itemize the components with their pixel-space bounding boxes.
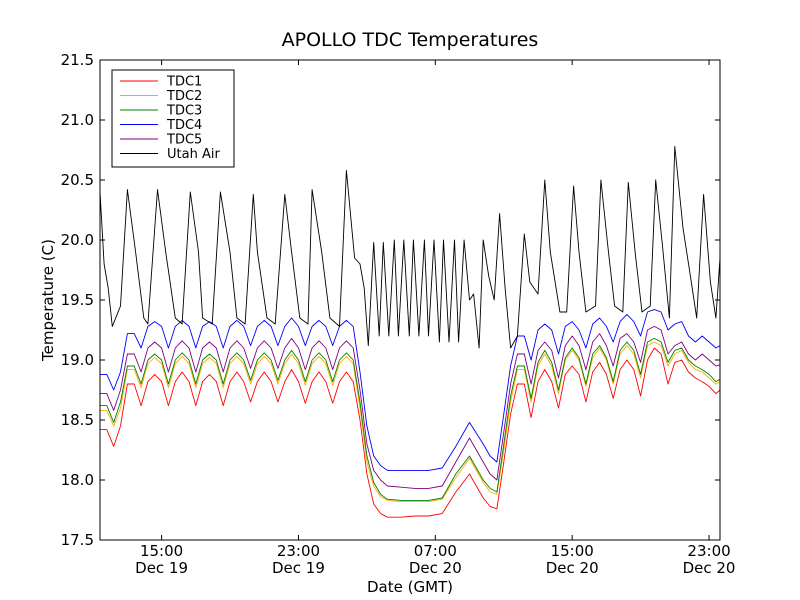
- x-tick-date-label: Dec 20: [546, 559, 599, 577]
- x-tick-time-label: 23:00: [687, 542, 730, 560]
- x-tick-time-label: 15:00: [551, 542, 594, 560]
- y-tick-label: 19.0: [61, 351, 94, 369]
- y-axis: 17.5 18.0 18.5 19.0 19.5 20.0 20.5 21.0 21.5: [61, 51, 720, 549]
- y-tick-label: 17.5: [61, 531, 94, 549]
- legend-label-tdc4: TDC4: [166, 118, 202, 133]
- x-tick-time-label: 07:00: [414, 542, 457, 560]
- series-line-utah-air: [99, 145, 721, 349]
- legend-label-tdc2: TDC2: [166, 89, 202, 104]
- y-tick-label: 21.0: [61, 111, 94, 129]
- series-line-tdc1: [100, 347, 721, 518]
- legend-box: [111, 69, 235, 168]
- chart-title: APOLLO TDC Temperatures: [282, 29, 539, 51]
- y-tick-label: 20.0: [61, 231, 94, 249]
- series-line-tdc3: [100, 337, 721, 501]
- x-tick-time-label: 23:00: [277, 542, 320, 560]
- x-tick-date-label: Dec 19: [272, 559, 325, 577]
- legend-label-tdc5: TDC5: [166, 133, 202, 148]
- series-line-tdc4: [100, 309, 721, 471]
- y-tick-label: 18.0: [61, 471, 94, 489]
- x-tick-time-label: 15:00: [140, 542, 183, 560]
- series-line-tdc5: [100, 325, 721, 489]
- x-tick-date-label: Dec 20: [409, 559, 462, 577]
- y-tick-label: 20.5: [61, 171, 94, 189]
- series-layer: [99, 145, 721, 518]
- y-axis-label: Temperature (C): [39, 239, 57, 362]
- y-tick-label: 21.5: [61, 51, 94, 69]
- x-tick-date-label: Dec 20: [683, 559, 736, 577]
- x-tick-date-label: Dec 19: [135, 559, 188, 577]
- series-line-tdc2: [100, 341, 721, 503]
- y-tick-label: 19.5: [61, 291, 94, 309]
- legend-label-tdc3: TDC3: [166, 104, 202, 119]
- legend-label-utah-air: Utah Air: [167, 147, 220, 162]
- x-axis-label: Date (GMT): [367, 578, 453, 596]
- legend-label-tdc1: TDC1: [166, 75, 202, 90]
- y-tick-label: 18.5: [61, 411, 94, 429]
